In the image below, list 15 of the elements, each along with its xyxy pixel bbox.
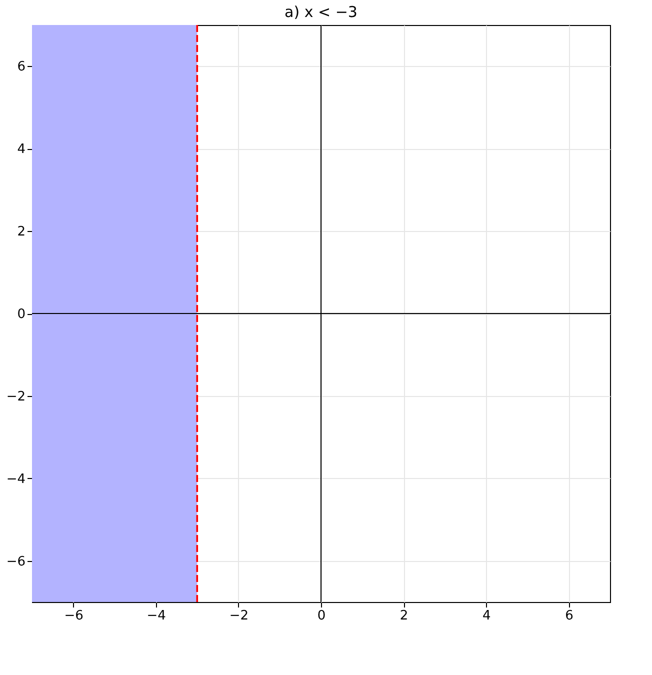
y-tick-label: −2 (6, 389, 26, 404)
x-tick-label: 0 (317, 608, 326, 624)
x-tick-label: 4 (482, 608, 491, 624)
chart-title: a) x < −3 (284, 3, 358, 22)
x-tick-label: 2 (400, 608, 408, 624)
y-tick-label: 4 (17, 142, 26, 158)
y-tick-label: 0 (17, 307, 26, 322)
y-tick-label: −6 (6, 554, 26, 570)
x-tick-label: −2 (229, 608, 249, 624)
x-tick-label: −6 (64, 608, 84, 624)
y-tick-label: 6 (17, 60, 26, 75)
y-tick-label: −4 (6, 472, 26, 487)
x-tick-label: −4 (146, 608, 166, 624)
x-tick-label: 6 (565, 608, 574, 624)
y-tick-label: 2 (17, 224, 26, 240)
